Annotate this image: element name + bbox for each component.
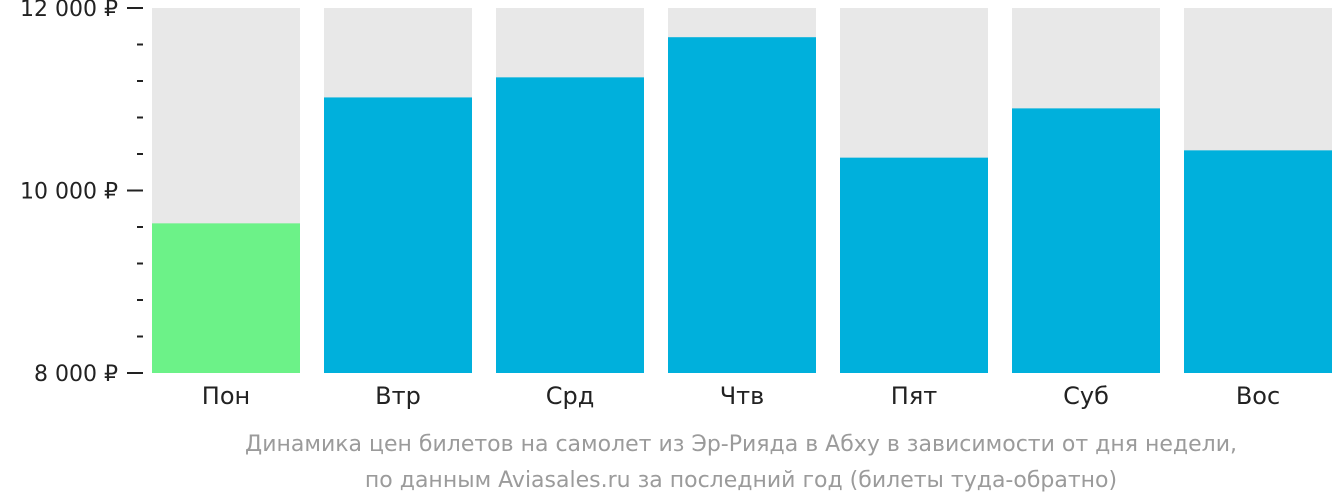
x-category-label: Втр [375,382,421,410]
bar-3 [496,77,644,373]
bar-2 [324,97,472,374]
y-tick-label: 8 000 ₽ [34,362,118,387]
bar-4 [668,37,816,373]
x-category-label: Суб [1063,382,1109,410]
x-category-label: Чтв [720,382,765,410]
x-category-label: Пят [891,382,937,410]
chart-caption-line-1: Динамика цен билетов на самолет из Эр-Ри… [245,432,1237,457]
x-category-label: Пон [202,382,250,410]
x-category-label: Вос [1236,382,1280,410]
chart-caption-line-2: по данным Aviasales.ru за последний год … [364,468,1118,493]
y-tick-label: 10 000 ₽ [20,180,118,205]
bar-6 [1012,108,1160,373]
bar-1 [152,223,300,373]
price-bar-chart: 8 000 ₽ 10 000 ₽ 12 000 ₽ Пон Втр Срд Чтв Пят Су… [20,0,1332,410]
y-tick-label: 12 000 ₽ [20,0,118,22]
bar-5 [840,157,988,373]
bar-7 [1184,150,1332,373]
x-category-label: Срд [546,382,595,410]
